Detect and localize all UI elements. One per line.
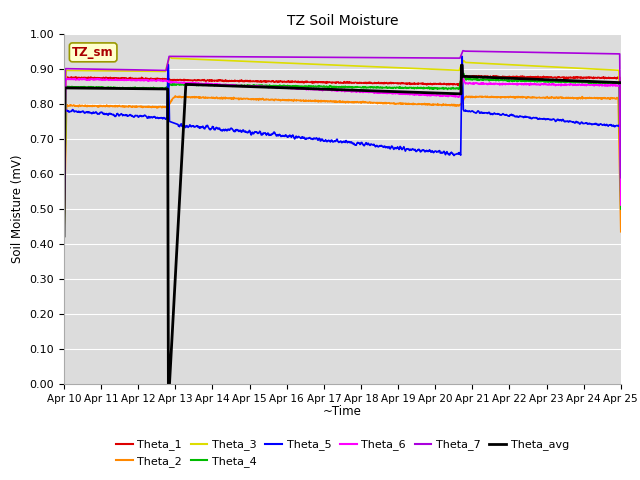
Text: TZ_sm: TZ_sm	[72, 46, 114, 59]
Theta_2	[617, 229, 625, 235]
Theta_4	[126, 85, 134, 91]
Theta_5	[60, 245, 68, 251]
Theta_6	[308, 86, 316, 92]
Y-axis label: Soil Moisture (mV): Soil Moisture (mV)	[11, 155, 24, 263]
Theta_5	[318, 136, 326, 142]
Theta_5	[103, 112, 111, 118]
Theta_avg	[103, 85, 111, 91]
Theta_avg	[378, 88, 385, 94]
Theta_7	[318, 54, 326, 60]
Theta_2	[126, 103, 134, 109]
Theta_avg	[297, 85, 305, 91]
Theta_2	[103, 103, 111, 109]
Theta_1	[296, 79, 304, 84]
Theta_avg	[126, 86, 134, 92]
Theta_7	[308, 54, 316, 60]
Theta_7	[377, 55, 385, 60]
Title: TZ Soil Moisture: TZ Soil Moisture	[287, 14, 398, 28]
Theta_4	[318, 84, 326, 89]
Line: Theta_7: Theta_7	[64, 51, 621, 227]
Line: Theta_4: Theta_4	[64, 73, 621, 236]
Theta_4	[617, 206, 625, 212]
Theta_avg	[458, 62, 465, 68]
Theta_1	[377, 80, 385, 85]
Theta_2	[308, 98, 316, 104]
Theta_7	[459, 48, 467, 54]
Theta_1	[60, 228, 68, 233]
Theta_4	[60, 233, 68, 239]
Theta_1	[459, 71, 467, 77]
Theta_1	[308, 79, 316, 84]
Theta_3	[318, 61, 326, 67]
Theta_4	[308, 84, 316, 89]
Theta_6	[60, 228, 68, 234]
Theta_avg	[308, 86, 316, 92]
Theta_6	[460, 75, 467, 81]
Theta_5	[617, 187, 625, 193]
Theta_6	[318, 87, 326, 93]
Theta_3	[166, 54, 173, 60]
Theta_6	[103, 77, 111, 83]
Theta_7	[103, 67, 111, 72]
Theta_6	[126, 77, 134, 83]
Theta_4	[296, 84, 304, 89]
Theta_2	[60, 232, 68, 238]
Theta_avg	[617, 80, 625, 85]
Theta_7	[60, 224, 68, 229]
Theta_6	[617, 202, 625, 208]
X-axis label: ~Time: ~Time	[323, 405, 362, 418]
Theta_2	[318, 98, 326, 104]
Theta_5	[377, 143, 385, 149]
Theta_4	[103, 85, 111, 91]
Theta_1	[103, 75, 111, 81]
Line: Theta_6: Theta_6	[64, 78, 621, 231]
Theta_7	[617, 175, 625, 180]
Theta_4	[377, 85, 385, 91]
Theta_avg	[164, 381, 172, 387]
Theta_3	[103, 68, 111, 74]
Theta_3	[60, 224, 68, 230]
Theta_7	[126, 67, 134, 72]
Theta_5	[308, 135, 316, 141]
Line: Theta_avg: Theta_avg	[64, 65, 621, 384]
Theta_2	[297, 97, 305, 103]
Legend: Theta_1, Theta_2, Theta_3, Theta_4, Theta_5, Theta_6, Theta_7, Theta_avg: Theta_1, Theta_2, Theta_3, Theta_4, Thet…	[111, 435, 573, 471]
Line: Theta_1: Theta_1	[64, 74, 621, 230]
Theta_2	[378, 100, 385, 106]
Theta_3	[617, 198, 625, 204]
Theta_avg	[318, 86, 326, 92]
Theta_6	[377, 89, 385, 95]
Line: Theta_2: Theta_2	[64, 96, 621, 235]
Theta_3	[126, 68, 134, 74]
Theta_2	[172, 93, 179, 99]
Theta_5	[458, 53, 466, 59]
Theta_4	[460, 71, 467, 76]
Line: Theta_3: Theta_3	[64, 57, 621, 227]
Theta_1	[126, 75, 134, 81]
Theta_1	[318, 79, 326, 85]
Theta_1	[617, 190, 625, 195]
Theta_3	[308, 61, 316, 67]
Theta_5	[296, 135, 304, 141]
Theta_avg	[60, 233, 68, 239]
Theta_3	[378, 64, 385, 70]
Theta_3	[297, 61, 305, 67]
Theta_6	[296, 85, 304, 91]
Theta_5	[126, 112, 134, 118]
Theta_7	[296, 54, 304, 60]
Line: Theta_5: Theta_5	[64, 56, 621, 248]
